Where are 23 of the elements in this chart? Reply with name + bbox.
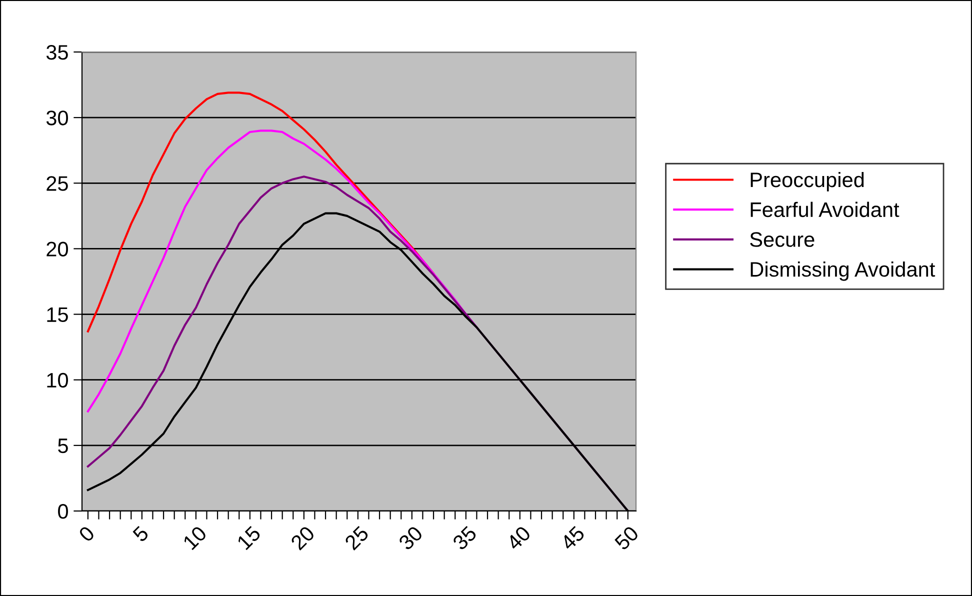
x-tick-label: 50 xyxy=(614,525,640,551)
legend-label: Secure xyxy=(750,232,814,247)
legend-label: Fearful Avoidant xyxy=(750,202,900,218)
y-tick-label: 30 xyxy=(46,110,68,126)
x-tick-label: 20 xyxy=(290,525,316,551)
x-tick-label: 25 xyxy=(344,525,370,551)
x-tick-label: 15 xyxy=(236,525,262,550)
legend-label: Preoccupied xyxy=(750,172,864,192)
legend-label: Dismissing Avoidant xyxy=(750,261,936,281)
y-tick-label: 20 xyxy=(46,242,68,256)
x-tick-label: 30 xyxy=(398,525,424,551)
y-tick-label: 35 xyxy=(46,45,68,60)
y-tick-label: 10 xyxy=(47,372,68,388)
x-tick-label: 35 xyxy=(452,525,478,551)
x-tick-label: 5 xyxy=(132,525,150,543)
y-tick-label: 5 xyxy=(58,438,68,454)
x-tick-label: 10 xyxy=(182,525,208,550)
y-tick-label: 25 xyxy=(46,176,68,191)
x-tick-label: 40 xyxy=(506,525,532,552)
x-tick-label: 45 xyxy=(560,525,586,552)
y-tick-label: 15 xyxy=(47,308,68,322)
x-tick-label: 0 xyxy=(78,525,96,543)
y-tick-label: 0 xyxy=(58,504,68,519)
